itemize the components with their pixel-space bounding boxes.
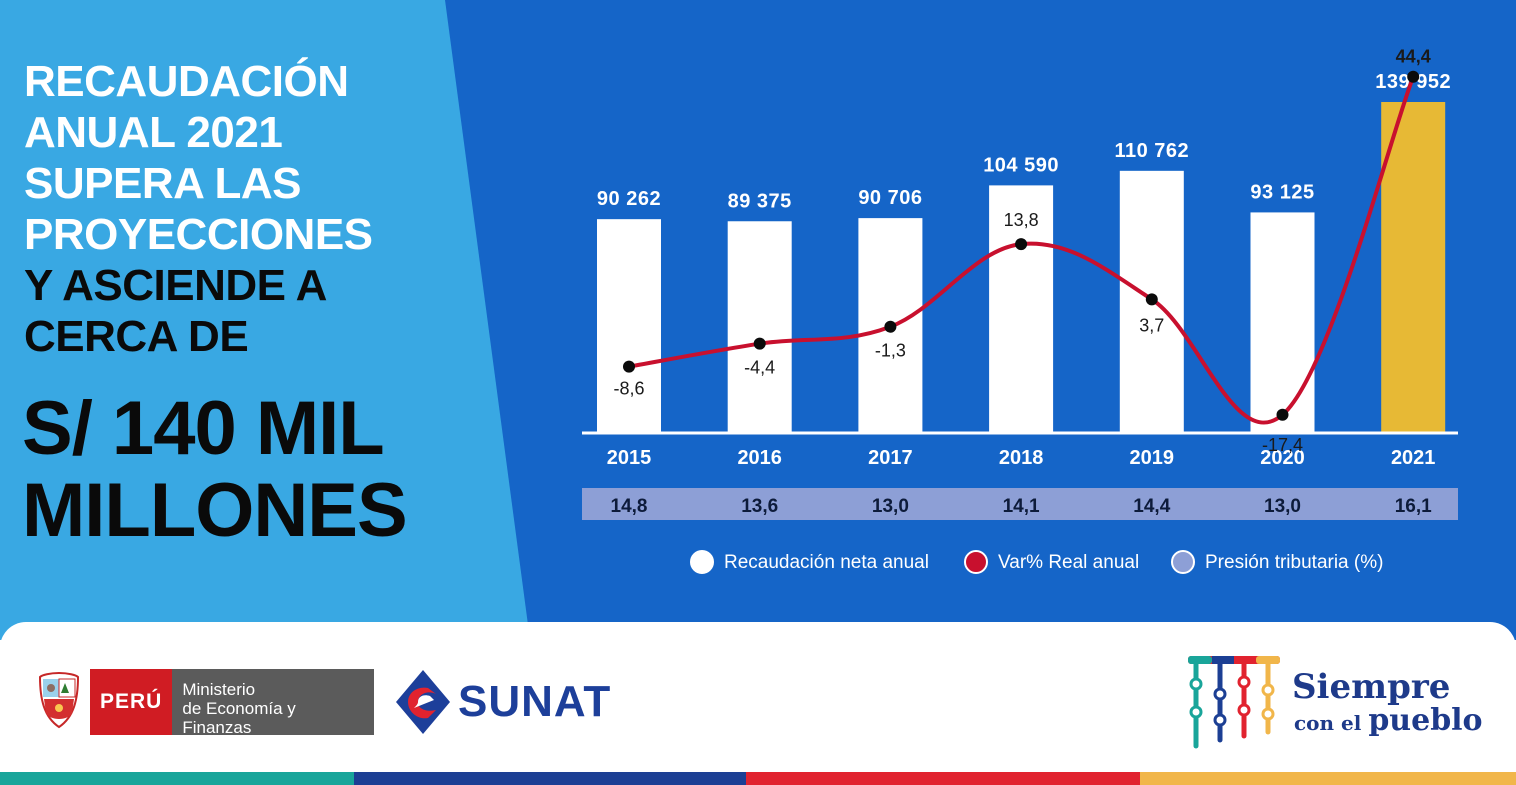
pressure-value-label: 14,8 [611,496,648,517]
pressure-band [582,488,1458,520]
var-real-point [623,360,635,373]
var-real-label: 3,7 [1139,315,1164,335]
var-real-point [1407,70,1420,83]
pressure-value-label: 13,0 [872,496,909,517]
sunat-mark-icon [396,670,450,734]
legend-pressure-marker [1171,550,1195,574]
legend-line-label: Var% Real anual [998,552,1139,573]
siempre-line1: Siempre [1292,667,1451,707]
total-amount-line: S/ 140 MIL [22,386,385,471]
x-tick-label: 2017 [868,447,913,469]
left-panel [0,0,530,640]
var-real-label: 13,8 [1004,210,1039,230]
siempre-con-el-pueblo-logo: Siempre con el pueblo [1186,654,1483,752]
ministry-name: Ministerio de Economía y Finanzas [172,669,375,737]
headline-line: PROYECCIONES [24,210,373,259]
siempre-wordmark: Siempre con el pueblo [1292,668,1483,738]
headline-line: CERCA DE [24,312,249,361]
footer-stripe [1140,772,1516,785]
headline-line: Y ASCIENDE A [24,261,327,310]
x-tick-label: 2018 [999,447,1044,469]
x-tick-label: 2016 [737,447,782,469]
peru-coat-of-arms-icon [38,671,80,729]
var-real-label: -4,4 [744,358,775,378]
footer-stripe [746,772,1140,785]
var-real-point [1015,238,1028,251]
var-real-point [884,320,897,333]
footer: PERÚ Ministerio de Economía y Finanzas S… [0,622,1516,785]
peru-ministry-logo: PERÚ Ministerio de Economía y Finanzas [36,669,375,737]
bar-2020 [1250,212,1315,432]
footer-stripe [354,772,746,785]
pressure-value-label: 13,0 [1264,496,1301,517]
var-real-point [753,337,766,350]
quipu-icon [1188,656,1280,749]
legend-line-marker [964,550,988,574]
var-real-label: -17,4 [1262,435,1303,455]
pressure-value-label: 14,4 [1133,496,1170,517]
total-amount-line: MILLONES [22,468,408,553]
var-real-label: -8,6 [613,379,644,399]
footer-stripe [0,772,354,785]
bar-2016 [727,221,792,432]
x-tick-label: 2015 [607,447,652,469]
bar-2018 [989,185,1054,432]
headline-line: ANUAL 2021 [24,108,283,157]
sunat-wordmark: SUNAT [458,677,612,726]
pressure-value-label: 14,1 [1003,496,1040,517]
peru-label: PERÚ [90,669,173,735]
bar-2015 [597,219,661,432]
bar-value-label: 90 706 [858,187,922,209]
var-real-point [1276,408,1289,421]
total-amount: S/ 140 MIL MILLONES [22,386,408,553]
headline-line: RECAUDACIÓN [24,57,349,106]
pressure-value-label: 13,6 [741,496,778,517]
bar-value-label: 104 590 [983,154,1059,176]
siempre-line2b: pueblo [1368,703,1483,738]
var-real-point [1145,293,1158,306]
headline-line: SUPERA LAS [24,159,301,208]
bar-2021 [1381,102,1446,432]
var-real-label: 44,4 [1396,47,1431,67]
var-real-label: -1,3 [875,341,906,361]
x-tick-label: 2019 [1130,447,1175,469]
bar-value-label: 89 375 [728,190,792,212]
x-tick-label: 2020 [1260,447,1305,469]
ministry-line: Ministerio [182,680,256,699]
headline: RECAUDACIÓN ANUAL 2021 SUPERA LAS PROYEC… [24,56,373,362]
var-real-line [628,76,1416,425]
siempre-line2: con el pueblo [1292,706,1483,738]
x-tick-label: 2021 [1391,447,1436,469]
pressure-value-label: 16,1 [1395,496,1432,517]
bar-value-label: 110 762 [1114,140,1189,162]
bar-value-label: 90 262 [597,188,661,210]
legend-bars-label: Recaudación neta anual [724,552,929,573]
revenue-chart: 90 262 89 375 90 706 104 590 110 762 93 125 13… [582,47,1458,574]
legend-bars-marker [690,550,714,574]
sunat-logo: SUNAT [394,668,611,736]
bar-value-label: 93 125 [1250,181,1314,203]
ministry-line: de Economía y Finanzas [182,699,296,737]
legend-pressure-label: Presión tributaria (%) [1205,552,1383,573]
siempre-line2a: con el [1294,711,1362,735]
